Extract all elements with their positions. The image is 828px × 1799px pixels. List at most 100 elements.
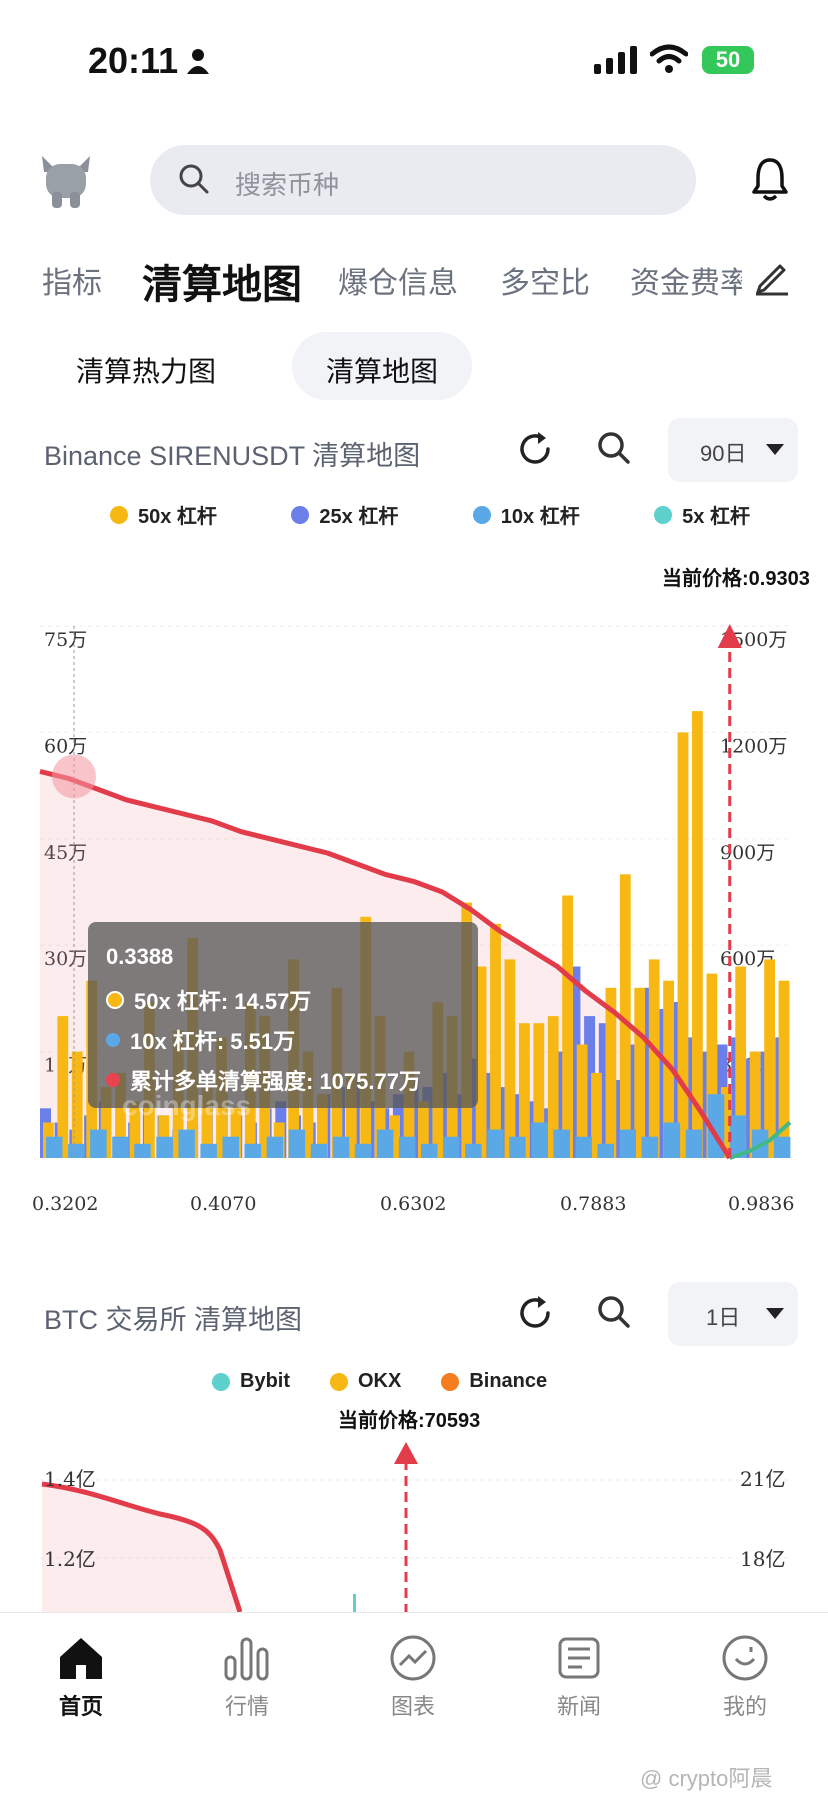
bar-50x	[778, 980, 790, 1158]
bar-50x	[519, 1023, 530, 1158]
bar-25x	[613, 1080, 625, 1158]
subtab-liquidation-map[interactable]: 清算地图	[326, 356, 439, 387]
current-price-label: 当前价格:0.9303	[662, 568, 810, 590]
chevron-down-icon	[766, 444, 784, 455]
tooltip-text: 50x 杠杆: 14.57万	[134, 989, 312, 1014]
legend-dot	[110, 505, 128, 524]
chart2-legend: Bybit OKX Binance	[212, 1370, 547, 1393]
legend-dot	[291, 505, 310, 524]
bar-50x	[158, 1115, 170, 1158]
legend-label: Binance	[469, 1370, 548, 1392]
tab-indicators[interactable]: 指标	[42, 267, 102, 300]
bar-25x	[525, 1101, 537, 1158]
nav-market[interactable]: 行情	[192, 1633, 302, 1721]
nav-home[interactable]: 首页	[26, 1633, 136, 1721]
y-right-tick: 21亿	[740, 1467, 785, 1491]
legend-item[interactable]: OKX	[330, 1370, 401, 1393]
y-right-tick: 1200万	[720, 735, 787, 757]
bar-50x	[490, 923, 501, 1158]
chevron-down-icon	[766, 1308, 784, 1319]
bar-10x	[266, 1136, 284, 1158]
tab-long-short-ratio[interactable]: 多空比	[500, 267, 590, 300]
tooltip-text: 累计多单清算强度: 1075.77万	[130, 1069, 421, 1094]
nav-charts[interactable]: 图表	[358, 1633, 468, 1721]
legend-dot	[212, 1372, 230, 1391]
chart-watermark: coinglass	[122, 1090, 252, 1121]
bar-50x	[71, 1051, 83, 1158]
period-select-2[interactable]: 1日	[668, 1282, 798, 1346]
nav-news[interactable]: 新闻	[524, 1633, 634, 1721]
legend-item[interactable]: 10x 杠杆	[472, 500, 580, 529]
btc-liquidation-chart[interactable]: 1.4亿 1.2亿 21亿 18亿	[0, 1430, 828, 1612]
bar-50x	[663, 980, 674, 1158]
nav-profile[interactable]: 我的	[690, 1633, 800, 1721]
battery-indicator: 50	[702, 46, 754, 74]
bar-10x	[376, 1129, 394, 1158]
bar-10x	[156, 1136, 173, 1158]
x-tick: 0.6302	[380, 1193, 446, 1215]
bar-10x	[200, 1143, 217, 1158]
bar-50x	[749, 1051, 761, 1158]
legend-dot	[654, 505, 673, 524]
nav-label: 首页	[58, 1694, 103, 1719]
bell-icon[interactable]	[750, 156, 790, 202]
market-bars-icon	[224, 1637, 269, 1681]
bar-10x	[398, 1136, 416, 1158]
bar-25x	[657, 1009, 669, 1158]
legend-item[interactable]: Binance	[441, 1370, 547, 1393]
legend-item[interactable]: 50x 杠杆	[110, 500, 217, 529]
edit-icon[interactable]	[752, 256, 792, 296]
search-chart-icon[interactable]	[596, 430, 632, 466]
legend-item[interactable]: Bybit	[212, 1370, 290, 1393]
tooltip-dot	[106, 991, 124, 1009]
watermark-bottom: @ crypto阿晨	[640, 1766, 773, 1791]
legend-item[interactable]: 5x 杠杆	[654, 500, 750, 529]
subtab-heatmap[interactable]: 清算热力图	[76, 356, 217, 387]
bar-10x	[310, 1143, 328, 1158]
search-chart-icon-2[interactable]	[596, 1294, 632, 1330]
bar-10x	[641, 1136, 659, 1158]
refresh-icon-2[interactable]	[514, 1292, 556, 1334]
cumulative-line	[41, 1481, 243, 1612]
bar-50x	[735, 966, 747, 1158]
profile-icon	[722, 1635, 768, 1681]
tab-funding-rate[interactable]: 资金费率	[630, 267, 742, 300]
tab-liquidation-map[interactable]: 清算地图	[142, 263, 302, 307]
bar-10x	[244, 1143, 261, 1158]
search-placeholder[interactable]: 搜索币种	[235, 170, 340, 200]
bar-10x	[465, 1143, 482, 1158]
chart1-title: Binance SIRENUSDT 清算地图	[44, 441, 421, 471]
legend-dot	[441, 1372, 460, 1391]
y-left-tick: 45万	[44, 842, 87, 864]
legend-dot	[472, 505, 491, 524]
bar-50x	[547, 1016, 559, 1158]
avatar[interactable]	[36, 148, 96, 210]
bar-50x	[720, 1087, 732, 1158]
bar-10x	[531, 1122, 548, 1158]
bar-50x	[677, 732, 689, 1158]
bar-50x	[591, 1072, 602, 1158]
bar-10x	[487, 1129, 504, 1158]
search-bar[interactable]	[150, 145, 696, 215]
period-select-1[interactable]: 90日	[668, 418, 798, 482]
legend-item[interactable]: 25x 杠杆	[291, 500, 398, 529]
x-tick: 0.3202	[32, 1193, 98, 1215]
liquidation-chart[interactable]: 75万60万45万30万15万1500万1200万900万600万300万0.3…	[0, 600, 828, 1220]
bottom-nav: 首页 行情 图表 新闻 我的 @ crypto阿晨	[0, 1612, 828, 1799]
legend-label: 5x 杠杆	[682, 506, 750, 528]
legend-label: Bybit	[240, 1370, 290, 1392]
wifi-icon	[650, 44, 688, 73]
bar-10x	[597, 1143, 614, 1158]
bar-10x	[421, 1143, 438, 1158]
bar-25x	[584, 1016, 596, 1158]
bar-25x	[481, 1072, 493, 1158]
bar-50x	[129, 1101, 141, 1158]
bar-10x	[288, 1129, 306, 1158]
refresh-icon[interactable]	[514, 428, 556, 470]
signal-icon	[594, 46, 637, 74]
y-left-tick: 75万	[44, 629, 87, 651]
tab-liquidation-info[interactable]: 爆仓信息	[338, 267, 458, 300]
bar-10x	[619, 1129, 636, 1158]
bar-10x	[222, 1136, 239, 1158]
tab-funding-rate-clip: 资金费率	[630, 250, 742, 300]
